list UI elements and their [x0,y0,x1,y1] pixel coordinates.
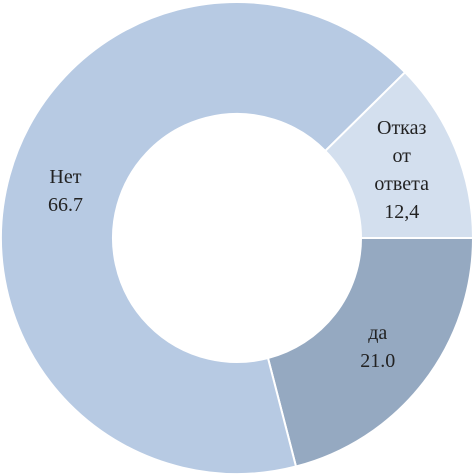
value-label: 12,4 [384,201,420,224]
value-label: 21.0 [360,350,396,372]
slice-label: Нет 66.7 [48,163,83,219]
slice-label: да 21.0 [360,319,395,375]
value-label: 66.7 [47,193,83,216]
donut-slice [266,237,473,468]
category-label: Нет [49,165,82,188]
slice-label: Отказ от ответа 12,4 [366,114,437,226]
donut-slice [0,1,407,475]
category-label: Отказ от ответа [374,117,429,196]
category-label: да [368,322,388,344]
